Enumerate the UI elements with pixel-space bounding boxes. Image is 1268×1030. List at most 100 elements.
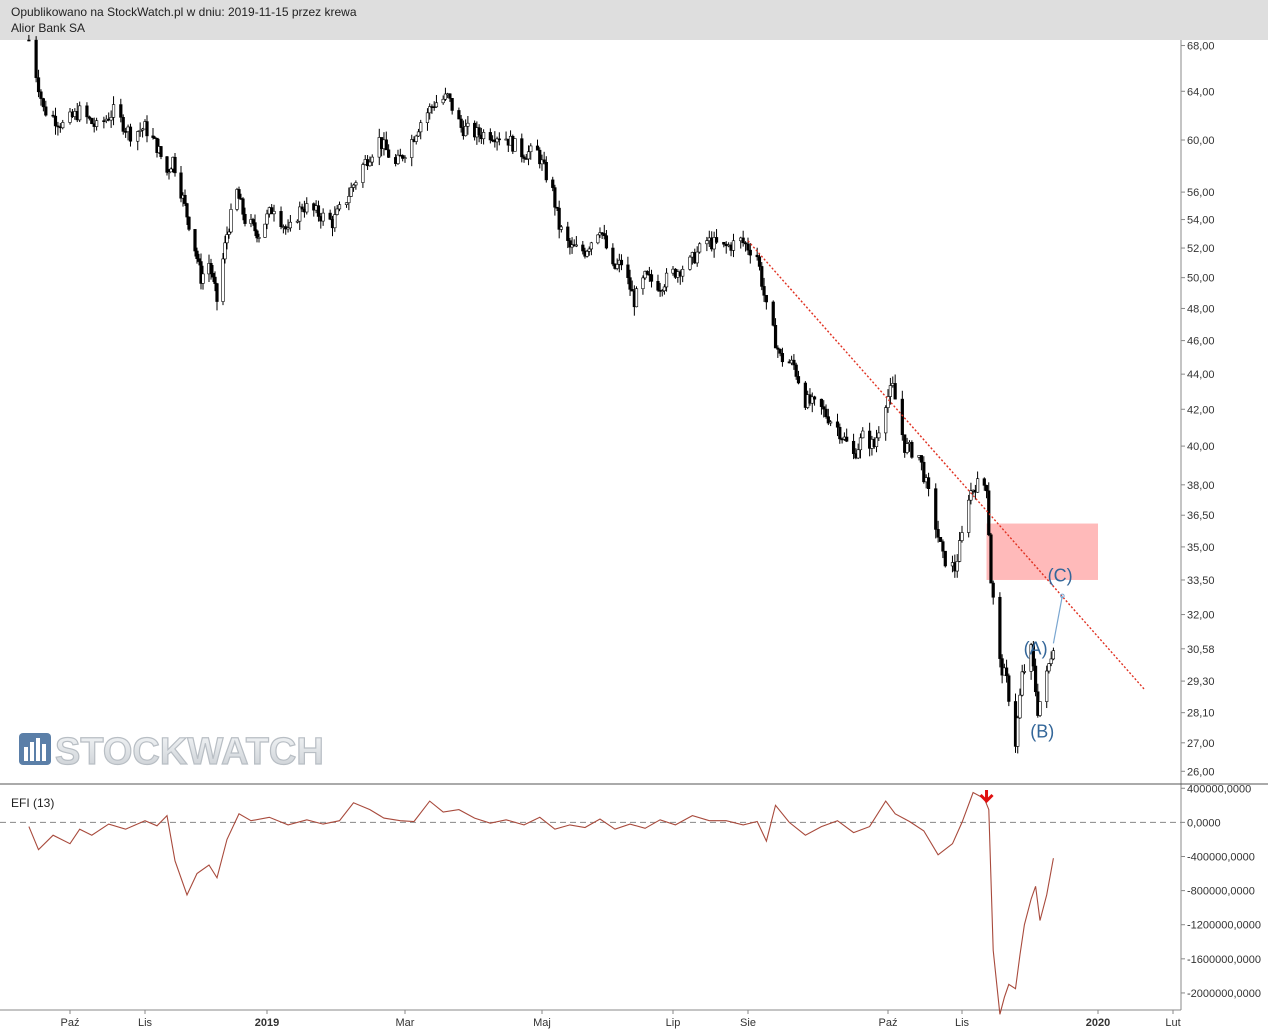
candle-body bbox=[1004, 667, 1009, 677]
price-y-tick-label: 48,00 bbox=[1187, 303, 1215, 315]
wave-label: (C) bbox=[1048, 565, 1073, 585]
candle-body bbox=[183, 194, 187, 204]
candle-body bbox=[958, 540, 962, 562]
candle-body bbox=[731, 240, 736, 251]
candle-body bbox=[51, 114, 55, 117]
candle-body bbox=[351, 184, 356, 188]
candle-body bbox=[641, 277, 645, 290]
candle-body bbox=[900, 398, 904, 436]
candle-body bbox=[845, 436, 849, 442]
candle-body bbox=[626, 264, 630, 278]
candle-body bbox=[1045, 670, 1049, 702]
candle-body bbox=[255, 230, 259, 239]
candle-body bbox=[403, 157, 407, 159]
candle-body bbox=[443, 93, 448, 100]
candle-body bbox=[288, 221, 292, 229]
candle-body bbox=[185, 203, 189, 218]
candle-body bbox=[796, 376, 801, 384]
candle-body bbox=[416, 131, 421, 137]
candle-body bbox=[858, 437, 863, 451]
candle-body bbox=[1016, 717, 1020, 747]
candle-body bbox=[272, 211, 276, 215]
candle-body bbox=[195, 250, 199, 259]
candle-body bbox=[943, 550, 947, 567]
candle-body bbox=[987, 490, 991, 536]
candle-body bbox=[888, 385, 892, 397]
candle-body bbox=[553, 187, 557, 208]
x-tick-label: Lis bbox=[138, 1017, 153, 1029]
candle-body bbox=[495, 138, 499, 143]
candle-body bbox=[989, 534, 993, 584]
candle-body bbox=[557, 207, 561, 230]
price-y-tick-label: 36,50 bbox=[1187, 510, 1215, 522]
candle-body bbox=[344, 202, 349, 205]
candle-body bbox=[211, 272, 215, 278]
candle-body bbox=[87, 116, 91, 119]
candle-body bbox=[138, 129, 142, 132]
candle-body bbox=[520, 138, 524, 158]
candle-body bbox=[587, 248, 591, 252]
candle-body bbox=[643, 271, 647, 279]
candle-body bbox=[760, 266, 764, 287]
candle-body bbox=[1051, 650, 1056, 660]
candle-body bbox=[61, 122, 65, 129]
x-tick-label: Mar bbox=[396, 1017, 415, 1029]
candle-body bbox=[660, 290, 664, 293]
candle-body bbox=[1031, 644, 1035, 667]
candle-body bbox=[173, 156, 177, 174]
candle-body bbox=[434, 102, 439, 108]
candle-body bbox=[969, 490, 973, 501]
price-y-tick-label: 38,00 bbox=[1187, 480, 1215, 492]
candle-body bbox=[910, 441, 914, 458]
efi-title: EFI (13) bbox=[11, 796, 54, 810]
candle-body bbox=[559, 226, 563, 230]
candle-body bbox=[419, 122, 423, 133]
price-y-tick-label: 35,00 bbox=[1187, 542, 1215, 554]
candle-body bbox=[712, 237, 716, 250]
candle-body bbox=[1049, 658, 1053, 664]
candle-body bbox=[349, 187, 353, 197]
candle-body bbox=[155, 137, 159, 153]
candle-body bbox=[538, 149, 542, 165]
candle-body bbox=[581, 244, 585, 252]
price-y-tick-label: 42,00 bbox=[1187, 404, 1215, 416]
candle-body bbox=[884, 407, 888, 434]
candle-body bbox=[936, 529, 940, 538]
candle-body bbox=[145, 121, 149, 137]
price-y-tick-label: 60,00 bbox=[1187, 135, 1215, 147]
candle-body bbox=[922, 461, 926, 483]
stockwatch-watermark: STOCKWATCH bbox=[19, 730, 324, 774]
candle-body bbox=[286, 227, 290, 230]
candle-body bbox=[829, 421, 833, 424]
candle-body bbox=[812, 396, 817, 400]
candle-body bbox=[243, 213, 247, 224]
candle-body bbox=[755, 254, 759, 258]
candle-body bbox=[68, 111, 72, 123]
instrument-name: Alior Bank SA bbox=[11, 21, 86, 35]
candle-body bbox=[628, 277, 632, 290]
candle-body bbox=[165, 156, 169, 173]
candle-body bbox=[199, 261, 203, 284]
candle-body bbox=[305, 203, 309, 213]
candle-body bbox=[764, 294, 768, 303]
candle-body bbox=[333, 214, 337, 229]
plot-frame bbox=[0, 40, 1268, 1011]
candle-body bbox=[466, 122, 470, 127]
wave-projection-point bbox=[1060, 593, 1065, 599]
candle-body bbox=[615, 264, 619, 269]
candle-body bbox=[544, 162, 548, 181]
candle-body bbox=[746, 243, 750, 251]
candle-body bbox=[526, 151, 531, 160]
candle-body bbox=[90, 118, 94, 125]
candle-body bbox=[482, 132, 486, 140]
candle-body bbox=[695, 251, 699, 264]
candle-body bbox=[886, 396, 890, 408]
x-tick-label: Lis bbox=[955, 1017, 970, 1029]
wave-label: (B) bbox=[1030, 722, 1054, 742]
candle-body bbox=[410, 139, 414, 158]
candle-body bbox=[535, 145, 540, 151]
candle-body bbox=[27, 39, 31, 42]
candle-body bbox=[136, 131, 140, 142]
efi-y-tick-label: -800000,0000 bbox=[1187, 886, 1255, 898]
